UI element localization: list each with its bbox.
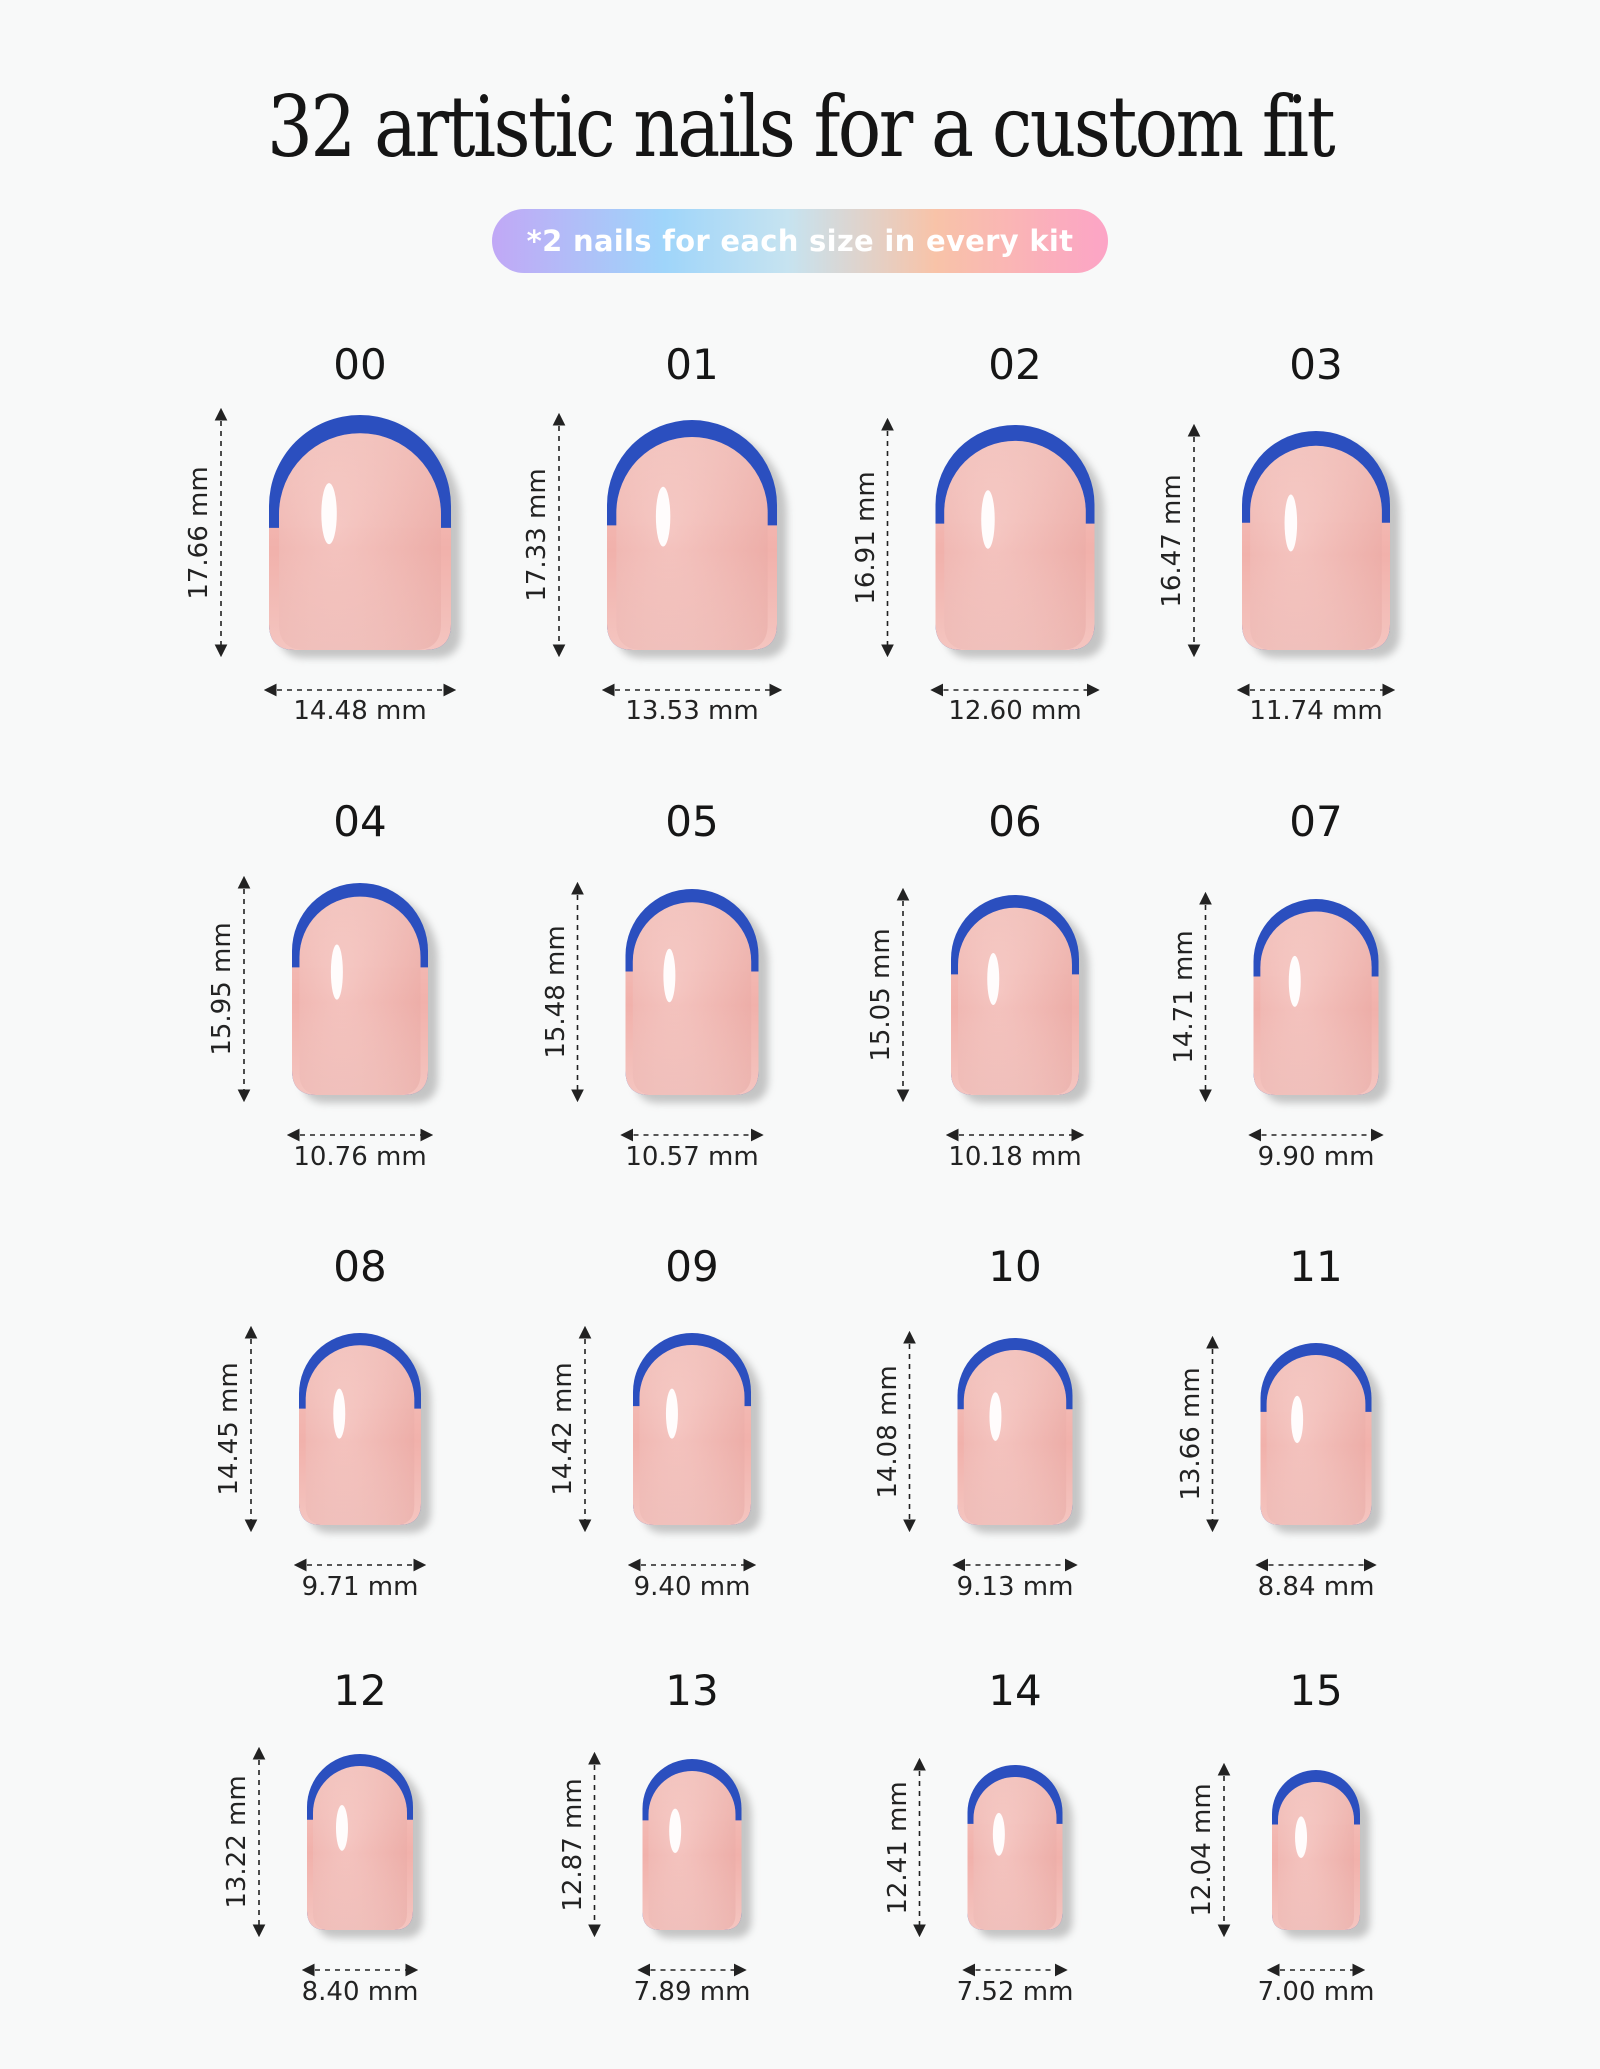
nail-highlight [1295, 1816, 1308, 1858]
nail-highlight [1288, 955, 1301, 1007]
size-label: 06 [988, 797, 1042, 846]
nail-gloss-shade [313, 1766, 407, 1930]
nail-gloss-shade [632, 902, 752, 1095]
size-label: 15 [1289, 1666, 1343, 1715]
nail-00 [269, 415, 461, 658]
nail-gloss-shade [973, 1776, 1057, 1930]
width-measurement: 7.52 mm [956, 1977, 1074, 2007]
nail-13 [642, 1759, 752, 1938]
nail-highlight [981, 490, 995, 549]
nail-highlight [321, 483, 337, 545]
nail-01 [607, 420, 787, 658]
size-label: 02 [988, 340, 1042, 389]
nail-gloss-shade [963, 1350, 1067, 1525]
size-label: 12 [333, 1666, 387, 1715]
nail-11 [1260, 1343, 1382, 1533]
width-measurement: 10.57 mm [625, 1142, 759, 1172]
size-label: 03 [1289, 340, 1343, 389]
page-title: 32 artistic nails for a custom fit [266, 78, 1336, 176]
size-label: 10 [988, 1242, 1042, 1291]
nail-gloss-shade [944, 440, 1086, 650]
nail-gloss-shade [305, 1345, 415, 1525]
width-measurement: 13.53 mm [625, 696, 759, 726]
size-label: 01 [665, 340, 719, 389]
nail-14 [967, 1765, 1073, 1938]
nail-highlight [1291, 1395, 1304, 1444]
width-measurement: 10.18 mm [948, 1142, 1082, 1172]
nail-highlight [989, 1392, 1002, 1441]
nail-gloss-shade [958, 907, 1072, 1095]
nail-highlight [1284, 494, 1298, 552]
width-measurement: 11.74 mm [1249, 696, 1383, 726]
width-measurement: 9.90 mm [1257, 1142, 1375, 1172]
size-label: 09 [665, 1242, 719, 1291]
nail-gloss-shade [1250, 445, 1382, 650]
width-measurement: 9.71 mm [301, 1572, 419, 1602]
nail-gloss-shade [1260, 911, 1372, 1095]
width-measurement: 7.00 mm [1257, 1977, 1375, 2007]
nail-gloss-shade [299, 896, 421, 1095]
width-measurement: 14.48 mm [293, 696, 427, 726]
nail-highlight [992, 1812, 1005, 1856]
size-label: 11 [1289, 1242, 1343, 1291]
nail-highlight [335, 1805, 348, 1851]
size-label: 04 [333, 797, 387, 846]
nail-gloss-shade [616, 437, 768, 650]
nail-highlight [330, 944, 343, 1000]
nail-gloss-shade [1278, 1782, 1354, 1930]
nail-03 [1242, 431, 1400, 658]
nail-gloss-shade [1266, 1355, 1366, 1525]
nail-highlight [333, 1388, 346, 1439]
size-label: 08 [333, 1242, 387, 1291]
nail-15 [1272, 1770, 1370, 1938]
nail-04 [292, 883, 438, 1103]
nail-highlight [987, 953, 1000, 1005]
nail-06 [951, 895, 1089, 1103]
width-measurement: 8.84 mm [1257, 1572, 1375, 1602]
size-label: 14 [988, 1666, 1042, 1715]
nail-12 [307, 1754, 423, 1938]
size-label: 00 [333, 340, 387, 389]
nail-highlight [655, 486, 671, 547]
width-measurement: 8.40 mm [301, 1977, 419, 2007]
nail-highlight [669, 1808, 682, 1854]
kit-note-badge: *2 nails for each size in every kit [492, 209, 1108, 273]
nail-08 [299, 1333, 431, 1533]
width-measurement: 12.60 mm [948, 696, 1082, 726]
width-measurement: 10.76 mm [293, 1142, 427, 1172]
nail-05 [625, 889, 769, 1103]
size-label: 07 [1289, 797, 1343, 846]
width-measurement: 7.89 mm [633, 1977, 751, 2007]
width-measurement: 9.40 mm [633, 1572, 751, 1602]
nail-10 [957, 1337, 1083, 1533]
nail-09 [633, 1333, 761, 1533]
size-label: 13 [665, 1666, 719, 1715]
nail-02 [935, 424, 1105, 658]
width-measurement: 9.13 mm [956, 1572, 1074, 1602]
nail-gloss-shade [279, 433, 441, 650]
nail-07 [1253, 899, 1389, 1103]
kit-note-text: *2 nails for each size in every kit [526, 224, 1074, 258]
nail-highlight [665, 1388, 678, 1439]
size-label: 05 [665, 797, 719, 846]
nail-gloss-shade [639, 1344, 745, 1525]
nail-highlight [663, 948, 676, 1003]
nail-gloss-shade [648, 1771, 736, 1930]
